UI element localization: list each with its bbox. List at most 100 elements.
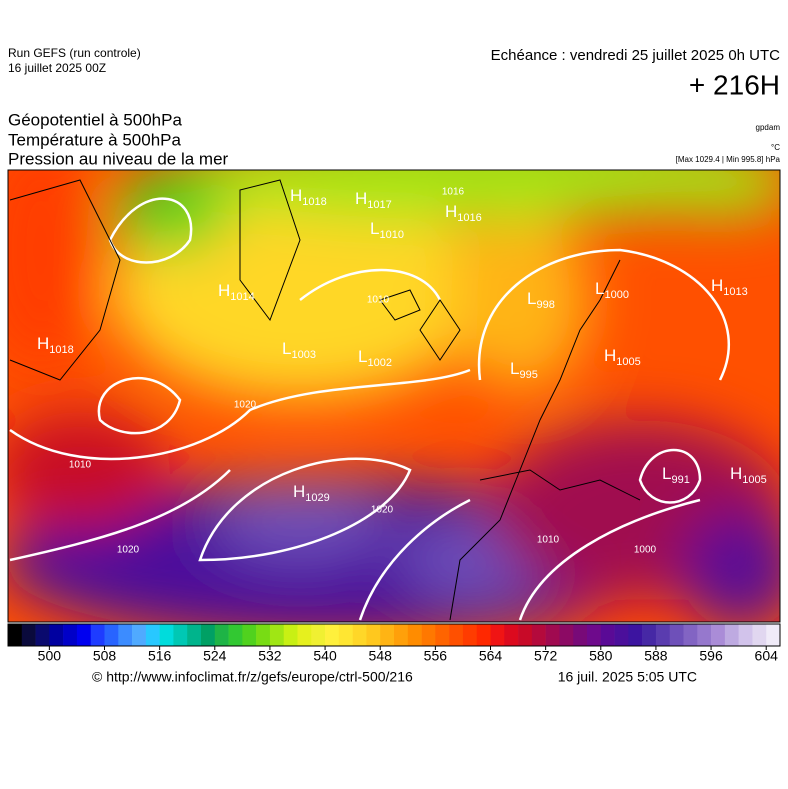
colorbar: 500 508 516 524 532 540 548 556 564 572 580 588 596 6… <box>7 623 781 664</box>
colorbar-swatch <box>642 624 657 646</box>
center-value: 1018 <box>49 344 73 356</box>
unit: gpdam <box>756 123 781 132</box>
isobar-label: 1020 <box>371 505 394 516</box>
colorbar-swatch <box>421 624 436 646</box>
center-kind: L <box>282 339 291 358</box>
colorbar-label: 596 <box>699 648 723 664</box>
pressure-center: L1000 <box>595 279 629 300</box>
run: Run GEFS (run controle) <box>8 46 141 60</box>
colorbar-swatch <box>600 624 615 646</box>
center-value: 1010 <box>379 229 403 241</box>
colorbar-label: 564 <box>479 648 503 664</box>
isobar-label: 1020 <box>234 400 257 411</box>
pressure-center: L998 <box>527 289 555 310</box>
center-value: 1005 <box>742 474 766 486</box>
colorbar-swatch <box>683 624 698 646</box>
center-value: 1013 <box>723 286 747 298</box>
center-value: 995 <box>519 369 537 381</box>
pressure-center: L991 <box>662 464 690 485</box>
colorbar-swatch <box>187 624 202 646</box>
center-value: 1017 <box>367 199 391 211</box>
isobar-label: 1016 <box>442 187 465 198</box>
colorbar-swatch <box>338 624 353 646</box>
isobar-label: 1020 <box>117 545 140 556</box>
center-value: 1014 <box>230 291 254 303</box>
center-kind: H <box>290 186 302 205</box>
colorbar-swatch <box>145 624 160 646</box>
pressure-center: H1005 <box>730 464 767 485</box>
colorbar-swatch <box>118 624 133 646</box>
pressure-center: L1010 <box>370 219 404 240</box>
center-kind: L <box>358 347 367 366</box>
center-value: 998 <box>536 299 554 311</box>
colorbar-swatch <box>738 624 753 646</box>
pressure-center: H1005 <box>604 346 641 367</box>
colorbar-label: 524 <box>203 648 227 664</box>
colorbar-swatch <box>711 624 726 646</box>
colorbar-swatch <box>669 624 684 646</box>
colorbar-swatch <box>504 624 519 646</box>
colorbar-swatch <box>559 624 574 646</box>
title: Pression au niveau de la mer <box>8 149 229 168</box>
center-value: 1003 <box>291 349 315 361</box>
colorbar-swatch <box>201 624 216 646</box>
pressure-center: L1002 <box>358 347 392 368</box>
center-kind: L <box>370 219 379 238</box>
colorbar-swatch <box>614 624 629 646</box>
colorbar-label: 588 <box>644 648 668 664</box>
map-frame <box>7 169 781 623</box>
colorbar-swatch <box>49 624 64 646</box>
colorbar-label: 500 <box>38 648 62 664</box>
colorbar-swatch <box>724 624 739 646</box>
center-value: 1029 <box>305 492 329 504</box>
unit: °C <box>771 143 780 152</box>
colorbar-swatch <box>545 624 560 646</box>
center-kind: H <box>37 334 49 353</box>
colorbar-swatch <box>655 624 671 646</box>
colorbar-swatch <box>214 624 229 646</box>
isobar-label: 1000 <box>634 545 657 556</box>
center-kind: H <box>711 276 723 295</box>
generated: 16 juil. 2025 5:05 UTC <box>558 669 697 685</box>
colorbar-swatch <box>407 624 422 646</box>
center-value: 1018 <box>302 196 326 208</box>
pressure-center: H1016 <box>445 202 482 223</box>
center-kind: L <box>595 279 604 298</box>
colorbar-swatch <box>159 624 174 646</box>
colorbar-swatch <box>435 624 450 646</box>
pressure-center: H1013 <box>711 276 748 297</box>
colorbar-label: 532 <box>258 648 282 664</box>
pressure-center: H1014 <box>218 281 255 302</box>
center-kind: H <box>730 464 742 483</box>
colorbar-swatch <box>766 624 781 646</box>
colorbar-swatch <box>490 624 505 646</box>
colorbar-swatch <box>21 624 36 646</box>
pressure-center: H1018 <box>37 334 74 355</box>
center-kind: H <box>293 482 305 501</box>
pressure-center: H1017 <box>355 189 392 210</box>
colorbar-swatch <box>76 624 92 646</box>
colorbar-swatch <box>104 624 119 646</box>
colorbar-label: 580 <box>589 648 613 664</box>
center-value: 1002 <box>367 357 391 369</box>
map <box>8 170 780 622</box>
url: © http://www.infoclimat.fr/z/gefs/europe… <box>92 669 413 685</box>
colorbar-swatch <box>352 624 367 646</box>
colorbar-label: 516 <box>148 648 172 664</box>
center-kind: H <box>355 189 367 208</box>
center-value: 1000 <box>604 289 628 301</box>
run-date: 16 juillet 2025 00Z <box>8 61 106 75</box>
isobar-label: 1010 <box>69 460 92 471</box>
colorbar-swatch <box>518 624 533 646</box>
colorbar-swatch <box>587 624 602 646</box>
pressure-center: L1003 <box>282 339 316 360</box>
colorbar-swatch <box>476 624 491 646</box>
colorbar-swatch <box>90 624 105 646</box>
colorbar-swatch <box>63 624 78 646</box>
center-kind: L <box>662 464 671 483</box>
isobar-label: 1010 <box>537 535 560 546</box>
colorbar-swatch <box>380 624 395 646</box>
colorbar-swatch <box>269 624 285 646</box>
colorbar-swatch <box>242 624 257 646</box>
